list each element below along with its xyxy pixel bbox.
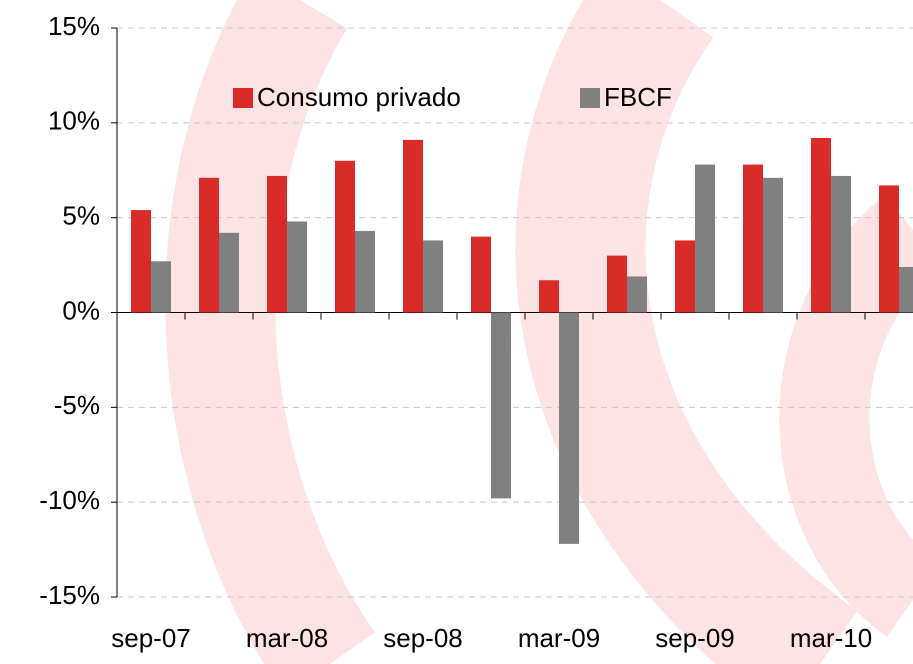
bar xyxy=(743,164,763,313)
bar xyxy=(199,177,219,313)
bar xyxy=(539,280,559,313)
y-tick-label: -5% xyxy=(54,390,100,420)
legend-label: Consumo privado xyxy=(257,82,461,112)
bar xyxy=(831,175,851,313)
bar xyxy=(355,230,375,313)
bar xyxy=(607,255,627,313)
bar xyxy=(763,177,783,313)
legend-swatch xyxy=(233,88,253,108)
y-tick-label: -10% xyxy=(39,485,100,515)
bar xyxy=(559,312,579,544)
y-tick-label: 15% xyxy=(48,11,100,41)
y-tick-label: 0% xyxy=(62,295,100,325)
background-decoration xyxy=(165,0,913,664)
x-tick-label: mar-10 xyxy=(790,623,872,653)
legend-swatch xyxy=(580,88,600,108)
bar xyxy=(471,236,491,313)
x-tick-label: mar-09 xyxy=(518,623,600,653)
legend-label: FBCF xyxy=(604,82,672,112)
bar xyxy=(287,221,307,313)
bar xyxy=(879,185,899,313)
bar xyxy=(899,266,913,313)
bar xyxy=(675,240,695,313)
bar xyxy=(491,312,511,499)
bar xyxy=(219,232,239,313)
bar xyxy=(423,240,443,313)
bar xyxy=(151,261,171,313)
y-tick-label: -15% xyxy=(39,580,100,610)
x-tick-label: mar-08 xyxy=(246,623,328,653)
y-tick-label: 10% xyxy=(48,106,100,136)
bar xyxy=(267,175,287,313)
x-tick-label: sep-08 xyxy=(383,623,463,653)
x-tick-label: sep-09 xyxy=(655,623,735,653)
bar xyxy=(695,164,715,313)
bar xyxy=(131,210,151,313)
x-tick-label: sep-07 xyxy=(111,623,191,653)
bar xyxy=(627,276,647,313)
bar xyxy=(335,160,355,313)
bar xyxy=(403,139,423,313)
bar xyxy=(811,138,831,313)
y-tick-label: 5% xyxy=(62,201,100,231)
